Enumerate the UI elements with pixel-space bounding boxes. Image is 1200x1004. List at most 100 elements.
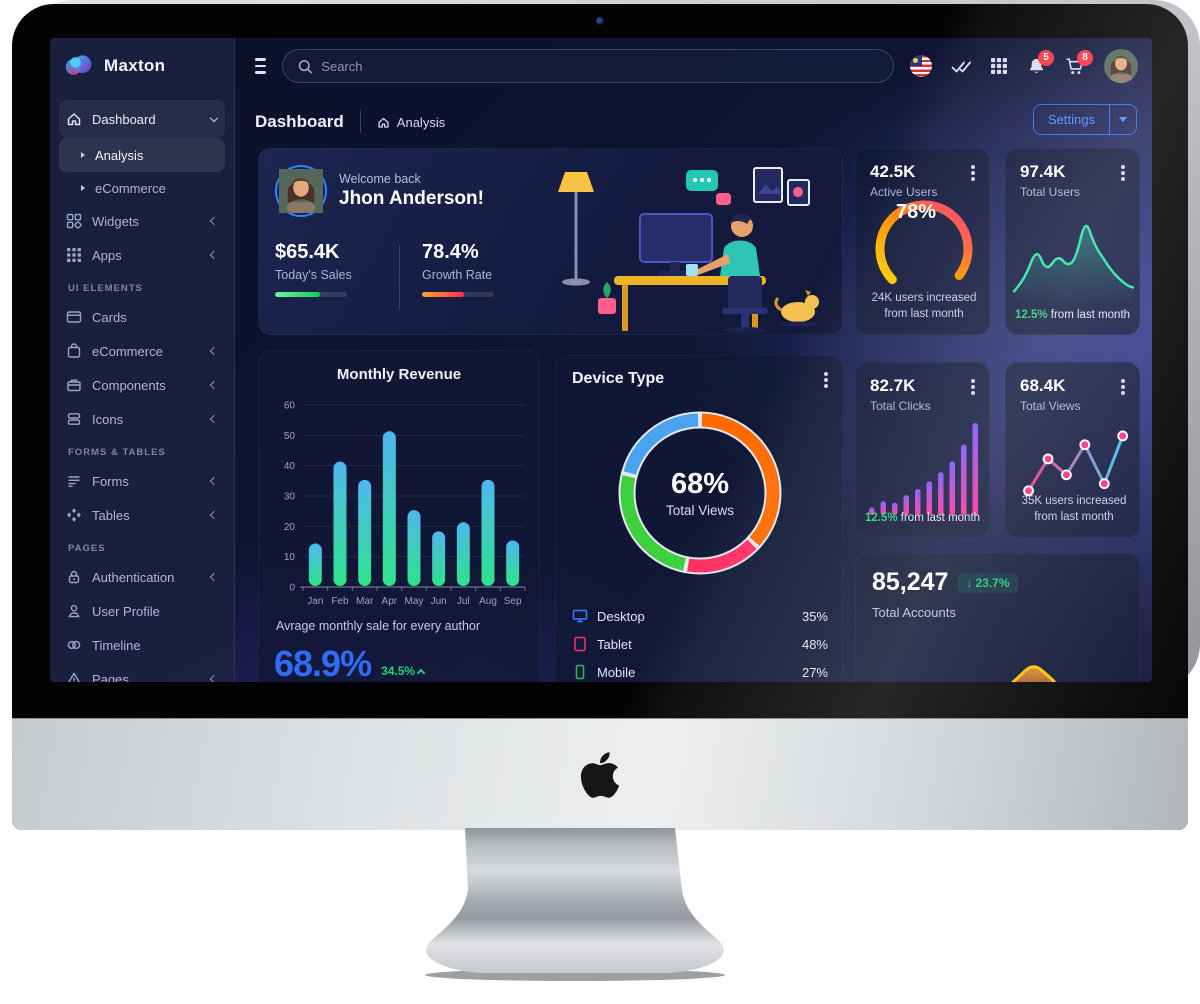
growth-rate-value: 78.4% (422, 241, 479, 263)
menu-toggle-button[interactable] (255, 58, 266, 74)
sidebar-item-forms[interactable]: Forms (59, 464, 225, 498)
sidebar-item-analysis[interactable]: Analysis (59, 138, 225, 172)
sidebar-item-icons[interactable]: Icons (59, 402, 225, 436)
caret-right-icon (81, 152, 85, 158)
total-users-card: 97.4K Total Users 12.5% from last month (1005, 148, 1140, 335)
total-views-chart (1014, 411, 1134, 521)
sidebar-item-label: eCommerce (92, 343, 163, 359)
settings-button[interactable]: Settings (1034, 105, 1110, 134)
cards-icon (66, 311, 82, 323)
caret-right-icon (81, 185, 85, 191)
sidebar-item-authentication[interactable]: Authentication (59, 560, 225, 594)
page-title: Dashboard (255, 112, 344, 131)
active-users-gauge-chart (864, 195, 984, 295)
chevron-left-icon (209, 572, 219, 582)
timeline-icon (67, 640, 81, 650)
sales-progress-track (275, 292, 347, 297)
sidebar-item-user-profile[interactable]: User Profile (59, 594, 225, 628)
sidebar-section-pages: PAGES (68, 543, 106, 554)
shopping-bag-icon (67, 343, 81, 358)
sidebar-item-label: Icons (92, 411, 124, 427)
sidebar-item-timeline[interactable]: Timeline (59, 628, 225, 662)
total-users-delta: 12.5% from last month (1006, 309, 1139, 321)
kebab-menu-icon[interactable] (824, 372, 828, 376)
avatar-image (1104, 49, 1138, 83)
flag-icon (910, 55, 932, 77)
apps-grid-icon (991, 58, 1007, 74)
legend-row-mobile: Mobile 27% (572, 658, 828, 682)
svg-text:0: 0 (289, 583, 295, 594)
sidebar-item-label: Apps (92, 247, 122, 263)
active-users-footnote: 24K users increased from last month (871, 291, 977, 321)
topbar: 5 8 (235, 38, 1152, 94)
active-users-label: Active Users (870, 185, 938, 199)
svg-text:Feb: Feb (331, 596, 349, 607)
search-icon (298, 59, 313, 74)
desktop-icon (572, 609, 588, 623)
sidebar-item-pages[interactable]: Pages (59, 662, 225, 682)
total-views-label: Total Views (1020, 399, 1081, 413)
home-icon (67, 113, 81, 126)
svg-text:Sep: Sep (504, 596, 522, 607)
delta-value: 12.5% (1014, 309, 1048, 321)
legend-value: 27% (801, 664, 828, 680)
svg-text:Mar: Mar (356, 596, 374, 607)
kebab-menu-icon[interactable] (1121, 379, 1125, 383)
svg-text:Jan: Jan (307, 596, 323, 607)
monthly-revenue-title: Monthly Revenue (336, 366, 462, 383)
sidebar-item-label: Components (92, 377, 166, 393)
kebab-menu-icon[interactable] (971, 379, 975, 383)
widgets-icon (66, 213, 82, 229)
sidebar-item-label: Pages (92, 671, 129, 683)
todays-sales-label: Today's Sales (275, 268, 352, 282)
breadcrumb-divider (359, 111, 361, 133)
growth-rate-label: Growth Rate (422, 268, 493, 282)
sidebar-item-ecommerce[interactable]: eCommerce (59, 334, 225, 368)
chevron-left-icon (209, 250, 219, 260)
badge-value: 23.7% (975, 575, 1010, 590)
svg-text:40: 40 (284, 461, 296, 472)
total-users-label: Total Users (1020, 185, 1081, 199)
monitor-chin (12, 718, 1188, 830)
sidebar-item-label: Widgets (92, 213, 139, 229)
svg-text:10: 10 (284, 552, 296, 563)
cart-badge: 8 (1077, 49, 1093, 66)
sidebar-item-dashboard[interactable]: Dashboard (59, 100, 225, 138)
search-input[interactable] (321, 58, 879, 74)
language-button[interactable] (910, 55, 932, 77)
welcome-avatar-ring (275, 165, 327, 217)
kebab-menu-icon[interactable] (1121, 165, 1125, 169)
device-type-card: Device Type 68% Total Views Desktop 35% (555, 355, 843, 682)
legend-row-desktop: Desktop 35% (572, 602, 828, 630)
camera-dot (596, 17, 604, 25)
kebab-menu-icon[interactable] (971, 165, 975, 169)
svg-text:60: 60 (284, 401, 296, 412)
sidebar-item-cards[interactable]: Cards (59, 300, 225, 334)
search-bar[interactable] (282, 49, 894, 83)
total-clicks-value: 82.7K (870, 376, 916, 395)
brand-logo[interactable]: Maxton (50, 38, 234, 94)
sidebar-item-ecommerce-sub[interactable]: eCommerce (59, 172, 225, 204)
sidebar-item-tables[interactable]: Tables (59, 498, 225, 532)
device-type-donut-chart (605, 398, 795, 588)
svg-text:20: 20 (284, 522, 296, 533)
total-accounts-card: 85,247 ↓ 23.7% Total Accounts (855, 553, 1140, 682)
tasks-button[interactable] (951, 57, 971, 75)
tablet-icon (574, 636, 586, 652)
sidebar-item-widgets[interactable]: Widgets (59, 204, 225, 238)
arrow-down-icon: ↓ (966, 575, 973, 590)
sidebar-menu: Dashboard Analysis eCommerce Widgets (50, 94, 234, 682)
breadcrumb-current[interactable]: Analysis (377, 115, 445, 130)
chevron-left-icon (209, 216, 219, 226)
svg-text:30: 30 (284, 492, 296, 503)
sidebar-item-components[interactable]: Components (59, 368, 225, 402)
sidebar-item-apps[interactable]: Apps (59, 238, 225, 272)
notifications-button[interactable]: 5 (1027, 49, 1054, 76)
user-avatar[interactable] (1104, 49, 1138, 83)
apps-launcher-button[interactable] (990, 57, 1008, 75)
total-accounts-badge: ↓ 23.7% (958, 572, 1018, 593)
todays-sales-value: $65.4K (275, 241, 340, 263)
cart-button[interactable]: 8 (1065, 49, 1093, 76)
settings-dropdown-button[interactable] (1110, 105, 1136, 134)
delta-note: from last month (900, 512, 981, 524)
